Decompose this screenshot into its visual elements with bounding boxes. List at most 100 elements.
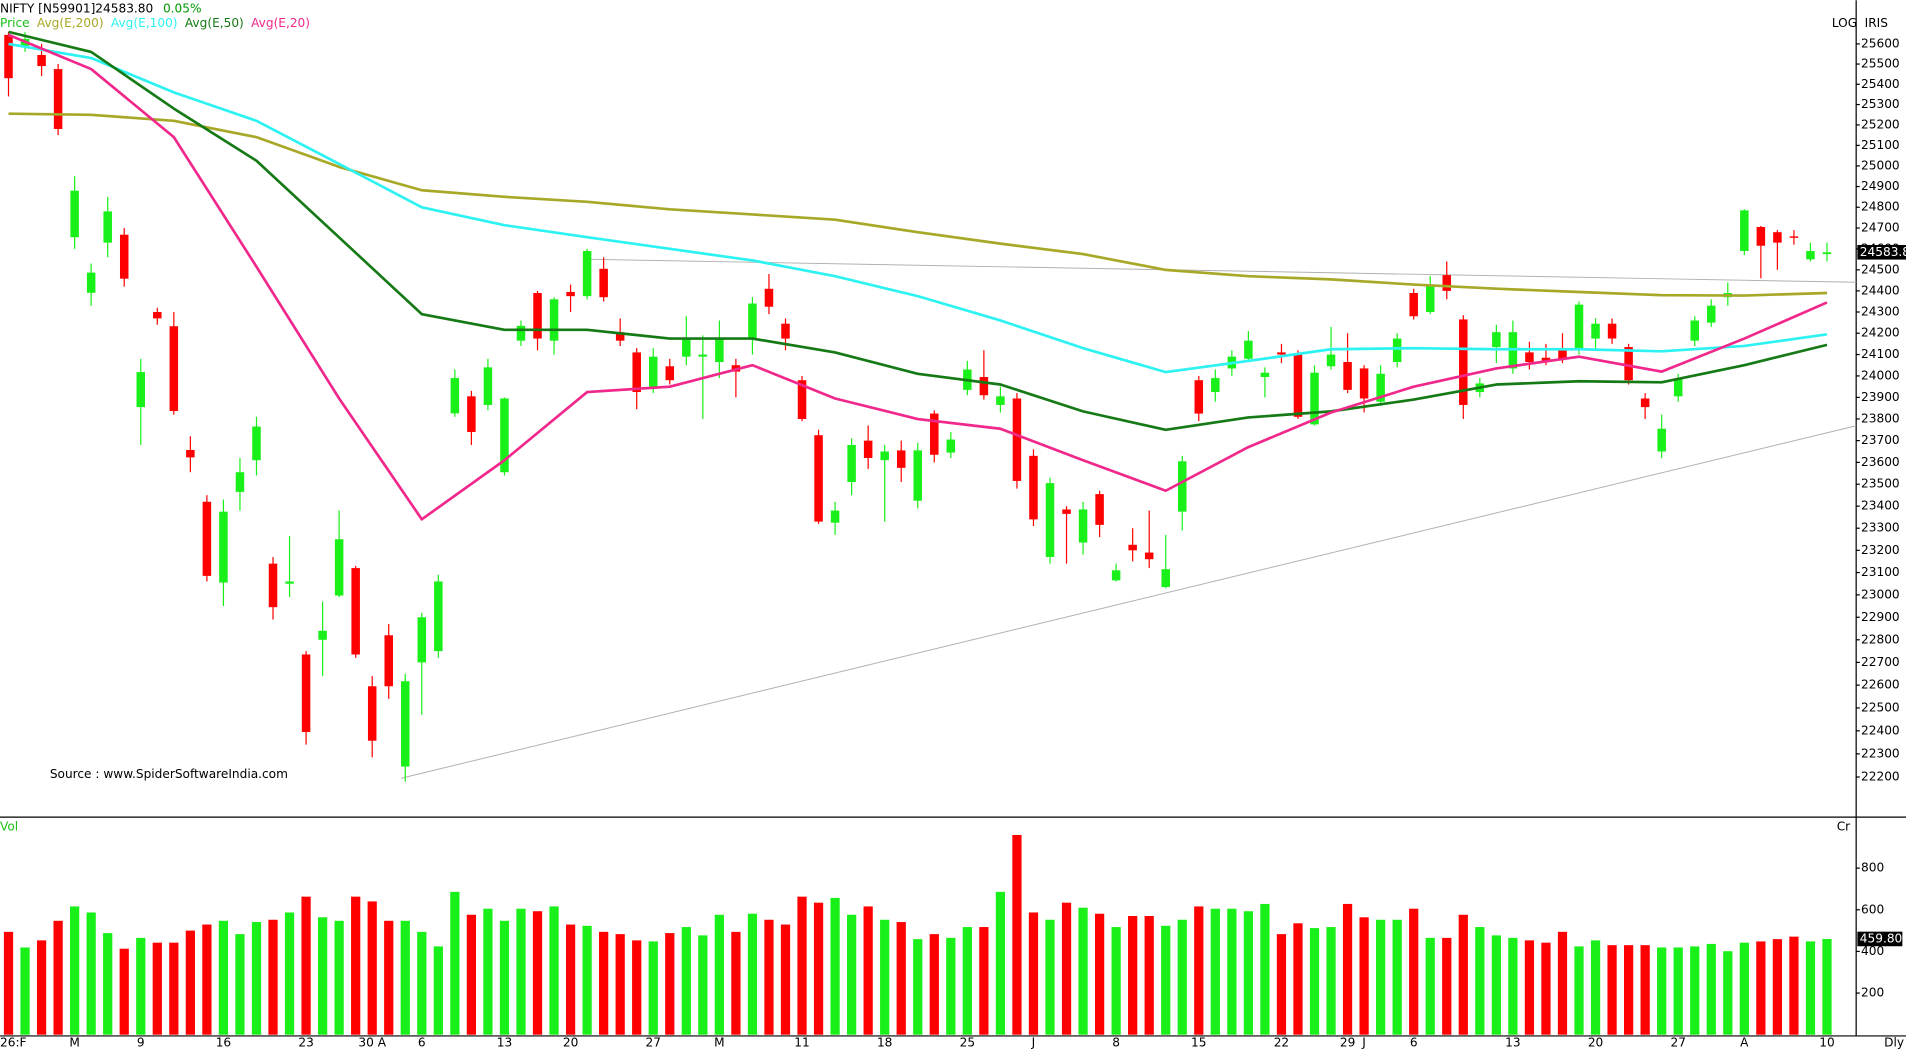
volume-bar — [1012, 835, 1022, 1035]
volume-bar — [913, 939, 923, 1035]
candle-body — [1111, 570, 1121, 581]
volume-bar — [1475, 927, 1485, 1035]
candle-body — [450, 378, 460, 414]
volume-bar — [648, 941, 658, 1035]
candle-body — [1558, 348, 1567, 359]
volume-bar — [384, 920, 394, 1035]
volume-bar — [813, 902, 824, 1035]
candle-body — [665, 366, 675, 381]
candle-body — [1525, 352, 1534, 363]
volume-bar — [1210, 908, 1220, 1035]
y-tick-label: 23700 — [1861, 433, 1900, 447]
x-tick-label: 29 — [1340, 1036, 1355, 1050]
y-tick-label: 22700 — [1861, 655, 1900, 669]
candle-body — [1740, 210, 1749, 251]
candle-body — [1128, 544, 1137, 551]
volume-bar — [565, 924, 576, 1035]
chart-title: NIFTY [N59901]24583.80 — [0, 1, 153, 15]
y-tick-label: 24900 — [1861, 179, 1900, 193]
volume-bar — [433, 946, 443, 1035]
volume-bar — [1772, 939, 1783, 1035]
y-tick-label: 23800 — [1861, 411, 1900, 425]
y-tick-label: 800 — [1861, 861, 1884, 875]
volume-bar — [1128, 916, 1138, 1035]
y-tick-label: 24500 — [1861, 262, 1900, 276]
candle-body — [301, 654, 311, 732]
candle-body — [467, 396, 476, 432]
volume-bar — [103, 933, 113, 1035]
y-tick-label: 23200 — [1861, 543, 1900, 557]
y-tick-label: 24300 — [1861, 305, 1900, 319]
y-tick-label: 23500 — [1861, 477, 1900, 491]
x-tick-label: M — [714, 1036, 724, 1050]
volume-bar — [995, 891, 1006, 1035]
y-tick-label: 400 — [1861, 944, 1884, 958]
candle-body — [235, 472, 245, 492]
candle-body — [1376, 373, 1385, 402]
candle-body — [1591, 323, 1600, 339]
volume-bar — [301, 896, 311, 1035]
volume-bar — [1276, 934, 1287, 1035]
candle-body — [1657, 428, 1666, 452]
y-tick-label: 200 — [1861, 986, 1884, 1000]
volume-bar — [549, 906, 559, 1035]
moving-average-line — [8, 30, 1828, 432]
y-tick-label: 25400 — [1861, 77, 1900, 91]
volume-bar — [284, 912, 295, 1035]
candle-body — [37, 54, 46, 67]
candle-body — [880, 451, 889, 461]
volume-bar — [218, 920, 229, 1035]
volume-bar — [1508, 937, 1518, 1035]
candle-body — [500, 398, 509, 473]
volume-bar — [3, 931, 14, 1035]
volume-bar — [1144, 916, 1154, 1035]
candle-body — [169, 326, 179, 411]
moving-average-line — [7, 33, 1828, 521]
y-tick-label: 23000 — [1861, 587, 1900, 601]
volume-bar — [1690, 946, 1700, 1035]
y-tick-label: 22900 — [1861, 610, 1900, 624]
volume-bar — [847, 914, 857, 1035]
legend-entry: Avg(E,200) — [37, 16, 104, 30]
volume-bar — [400, 920, 410, 1035]
candle-body — [70, 190, 79, 238]
y-tick-label: 25100 — [1861, 138, 1900, 152]
candle-body — [1492, 332, 1501, 348]
candle-body — [896, 450, 906, 468]
volume-bar — [1359, 917, 1369, 1035]
candle-body — [153, 312, 162, 319]
y-tick-label: 25300 — [1861, 97, 1900, 111]
volume-bar — [830, 897, 840, 1035]
volume-bar — [1045, 919, 1055, 1035]
candle-body — [748, 303, 757, 339]
x-tick-label: 18 — [877, 1036, 892, 1050]
volume-bar — [86, 912, 96, 1035]
legend-entry: Avg(E,100) — [111, 16, 178, 30]
volume-bar — [235, 934, 245, 1035]
volume-bar — [119, 948, 129, 1035]
x-tick-label: J — [1361, 1036, 1366, 1050]
volume-bar — [466, 914, 477, 1035]
y-tick-label: 22800 — [1861, 632, 1900, 646]
volume-bar — [797, 896, 807, 1035]
y-tick-label: 25500 — [1861, 57, 1900, 71]
candle-body — [1260, 372, 1270, 377]
x-tick-label: 15 — [1191, 1036, 1206, 1050]
volume-bar — [665, 933, 675, 1035]
volume-bar — [698, 935, 708, 1035]
candle-body — [1789, 236, 1799, 238]
candle-body — [1161, 569, 1170, 588]
volume-bar — [880, 919, 890, 1035]
candle-body — [1062, 509, 1071, 514]
legend-entry: Price — [0, 16, 30, 30]
candle-body — [384, 635, 393, 687]
y-tick-label: 24400 — [1861, 283, 1900, 297]
candle-body — [1673, 379, 1683, 397]
volume-bar — [1227, 908, 1237, 1035]
x-tick-label: 27 — [646, 1036, 661, 1050]
x-tick-label: J — [1031, 1036, 1036, 1050]
moving-average-line — [8, 42, 1828, 374]
trend-line — [401, 425, 1857, 779]
